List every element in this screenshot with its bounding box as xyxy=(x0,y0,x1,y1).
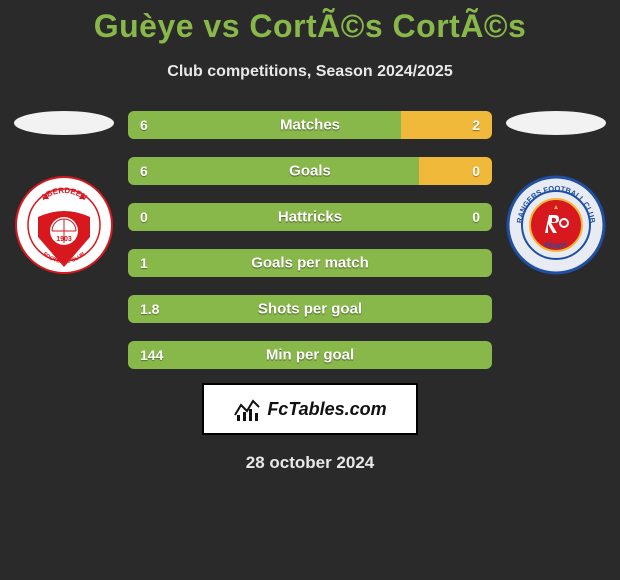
stat-value-left: 6 xyxy=(140,117,148,133)
stat-value-left: 1 xyxy=(140,255,148,271)
stat-label: Goals xyxy=(289,163,331,180)
left-player-col: 1903 ABERDEEN FOOTBALL CLUB xyxy=(8,111,120,275)
stat-row: 0 0 Hattricks xyxy=(128,203,492,231)
right-player-col: RANGERS FOOTBALL CLUB READY xyxy=(500,111,612,275)
aberdeen-crest-icon: 1903 ABERDEEN FOOTBALL CLUB xyxy=(14,175,114,275)
stat-row: 6 2 Matches xyxy=(128,111,492,139)
stat-value-right: 0 xyxy=(472,209,480,225)
date-text: 28 october 2024 xyxy=(0,453,620,473)
player-shadow-left xyxy=(14,111,114,135)
stats-bars: 6 2 Matches 6 0 Goals 0 0 Hattricks 1 Goals per ma… xyxy=(120,111,500,369)
stat-value-left: 144 xyxy=(140,347,163,363)
stat-bar-left xyxy=(128,157,419,185)
fctables-logo[interactable]: FcTables.com xyxy=(202,383,418,435)
stat-row: 144 Min per goal xyxy=(128,341,492,369)
player-shadow-right xyxy=(506,111,606,135)
rangers-crest-icon: RANGERS FOOTBALL CLUB READY xyxy=(506,175,606,275)
right-club-crest: RANGERS FOOTBALL CLUB READY xyxy=(506,175,606,275)
stat-bar-left xyxy=(128,111,401,139)
stat-row: 1.8 Shots per goal xyxy=(128,295,492,323)
stat-row: 6 0 Goals xyxy=(128,157,492,185)
stat-value-left: 0 xyxy=(140,209,148,225)
stat-label: Goals per match xyxy=(251,255,369,272)
stat-value-left: 6 xyxy=(140,163,148,179)
stat-label: Min per goal xyxy=(266,347,354,364)
svg-text:READY: READY xyxy=(543,241,569,250)
content-row: 1903 ABERDEEN FOOTBALL CLUB 6 2 Matches 6 0 G… xyxy=(0,111,620,369)
page-title: Guèye vs CortÃ©s CortÃ©s xyxy=(0,0,620,45)
svg-text:1903: 1903 xyxy=(56,236,72,243)
left-club-crest: 1903 ABERDEEN FOOTBALL CLUB xyxy=(14,175,114,275)
stat-value-left: 1.8 xyxy=(140,301,159,317)
stat-label: Hattricks xyxy=(278,209,342,226)
page-subtitle: Club competitions, Season 2024/2025 xyxy=(0,63,620,81)
stat-value-right: 0 xyxy=(472,163,480,179)
stat-bar-right xyxy=(419,157,492,185)
stat-value-right: 2 xyxy=(472,117,480,133)
stat-label: Matches xyxy=(280,117,340,134)
chart-icon xyxy=(233,395,261,423)
fctables-logo-text: FcTables.com xyxy=(267,399,386,420)
stat-row: 1 Goals per match xyxy=(128,249,492,277)
stat-label: Shots per goal xyxy=(258,301,362,318)
